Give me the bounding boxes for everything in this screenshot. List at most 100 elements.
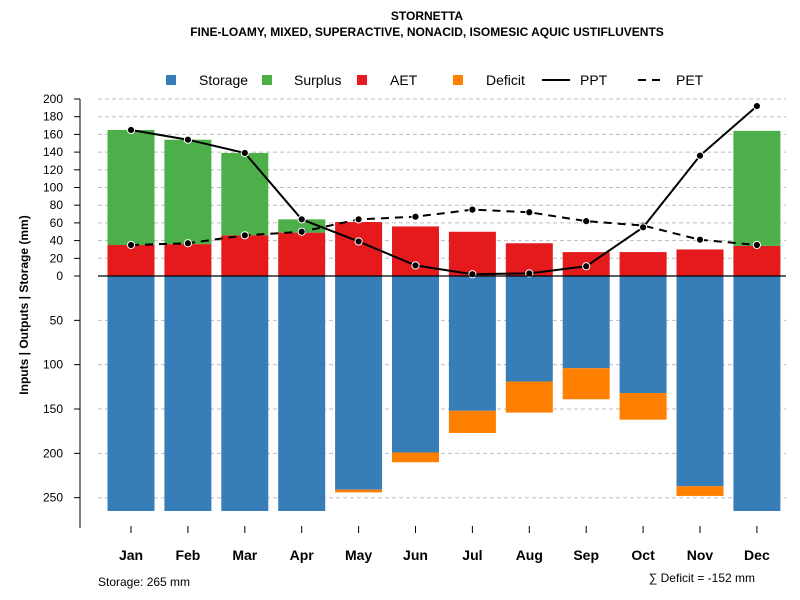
- legend-swatch-aet: [357, 75, 367, 85]
- x-tick-label-jan: Jan: [119, 547, 143, 563]
- pet-point-jul: [468, 205, 477, 214]
- deficit-bar-may: [335, 489, 383, 493]
- surplus-bar-mar: [221, 152, 269, 236]
- pet-line: [130, 208, 757, 247]
- ppt-point-jan: [126, 125, 136, 135]
- axes: 0 20 40 60 80 100 120 140 160 180 200 50 100 150 200 25…: [43, 92, 786, 563]
- y-tick-label-upper: 0: [56, 269, 63, 283]
- aet-bar-feb: [164, 244, 212, 276]
- storage-bar-jan: [107, 276, 155, 511]
- y-tick-label-lower: 200: [43, 446, 63, 460]
- surplus-bar-dec: [733, 130, 781, 246]
- y-tick-label-upper: 200: [43, 92, 63, 106]
- pet-point-dec: [752, 240, 762, 250]
- pet-point-jan: [126, 240, 136, 250]
- x-tick-label-feb: Feb: [175, 547, 200, 563]
- legend-label-aet: AET: [390, 72, 418, 88]
- y-tick-label-lower: 250: [43, 491, 63, 505]
- pet-point-nov: [695, 235, 705, 244]
- pet-point-apr: [297, 227, 306, 236]
- storage-bar-dec: [733, 276, 781, 511]
- series-lines: [126, 101, 762, 279]
- pet-point-jun: [411, 212, 420, 221]
- ppt-point-apr: [297, 215, 306, 224]
- ppt-point-may: [354, 237, 363, 246]
- y-tick-label-upper: 160: [43, 127, 63, 141]
- aet-bar-apr: [278, 232, 326, 276]
- x-tick-label-nov: Nov: [687, 547, 714, 563]
- aet-bar-jul: [448, 231, 496, 276]
- gridlines: [98, 98, 786, 499]
- surplus-bar-jan: [107, 129, 155, 246]
- legend-label-deficit: Deficit: [486, 72, 525, 88]
- storage-bar-jun: [392, 276, 439, 453]
- deficit-bar-jun: [392, 452, 439, 463]
- ppt-point-mar: [240, 148, 249, 158]
- legend: Storage Surplus AET Deficit PPT PET: [166, 72, 704, 88]
- x-tick-label-apr: Apr: [290, 547, 315, 563]
- legend-label-pet: PET: [676, 72, 704, 88]
- x-tick-label-may: May: [345, 547, 372, 563]
- storage-footer: Storage: 265 mm: [98, 575, 190, 589]
- ppt-point-oct: [639, 223, 648, 232]
- pet-point-may: [354, 215, 363, 224]
- ppt-point-nov: [695, 151, 705, 160]
- x-tick-label-mar: Mar: [232, 547, 257, 563]
- deficit-bar-nov: [676, 486, 724, 496]
- deficit-bar-jul: [448, 410, 496, 433]
- legend-swatch-surplus: [262, 75, 272, 85]
- storage-bar-oct: [619, 276, 667, 394]
- aet-bar-dec: [733, 245, 781, 276]
- storage-bar-feb: [164, 276, 212, 511]
- y-tick-label-upper: 60: [50, 216, 64, 230]
- surplus-bar-feb: [164, 139, 212, 245]
- storage-bar-mar: [221, 276, 269, 511]
- legend-label-storage: Storage: [199, 72, 248, 88]
- pet-point-aug: [525, 208, 534, 217]
- aet-bar-nov: [676, 249, 724, 276]
- y-tick-label-upper: 120: [43, 163, 63, 177]
- ppt-point-jun: [411, 261, 420, 270]
- pet-point-sep: [582, 217, 591, 226]
- bars: [107, 129, 781, 511]
- storage-bar-nov: [676, 276, 724, 487]
- storage-bar-apr: [278, 276, 326, 511]
- ppt-point-jul: [468, 270, 477, 279]
- ppt-point-feb: [183, 135, 192, 144]
- y-tick-label-upper: 100: [43, 181, 63, 195]
- storage-bar-may: [335, 276, 383, 490]
- y-tick-label-upper: 20: [50, 251, 64, 265]
- y-tick-label-lower: 50: [50, 313, 64, 327]
- aet-bar-mar: [221, 235, 269, 276]
- deficit-bar-sep: [562, 368, 610, 400]
- deficit-bar-oct: [619, 393, 667, 420]
- y-tick-label-lower: 100: [43, 358, 63, 372]
- storage-bar-aug: [505, 276, 553, 382]
- deficit-footer: ∑ Deficit = -152 mm: [649, 571, 755, 585]
- y-tick-label-upper: 180: [43, 110, 63, 124]
- x-tick-label-jul: Jul: [462, 547, 482, 563]
- aet-bar-oct: [619, 252, 667, 276]
- ppt-point-sep: [582, 262, 591, 271]
- y-tick-label-upper: 140: [43, 145, 63, 159]
- legend-swatch-deficit: [453, 75, 463, 85]
- legend-swatch-storage: [166, 75, 176, 85]
- storage-bar-sep: [562, 276, 610, 369]
- chart-title: STORNETTA: [391, 9, 464, 23]
- ppt-point-dec: [752, 101, 762, 111]
- y-tick-label-upper: 80: [50, 198, 64, 212]
- x-tick-label-sep: Sep: [573, 547, 599, 563]
- x-tick-label-dec: Dec: [744, 547, 770, 563]
- y-tick-label-upper: 40: [50, 234, 64, 248]
- ppt-line: [130, 105, 758, 276]
- chart-subtitle: FINE-LOAMY, MIXED, SUPERACTIVE, NONACID,…: [190, 25, 664, 39]
- aet-bar-jan: [107, 245, 155, 276]
- legend-label-ppt: PPT: [580, 72, 608, 88]
- pet-point-mar: [240, 231, 249, 240]
- storage-bar-jul: [448, 276, 496, 411]
- x-tick-label-oct: Oct: [631, 547, 655, 563]
- pet-point-feb: [183, 239, 192, 248]
- ppt-point-aug: [525, 269, 534, 278]
- y-tick-label-lower: 150: [43, 402, 63, 416]
